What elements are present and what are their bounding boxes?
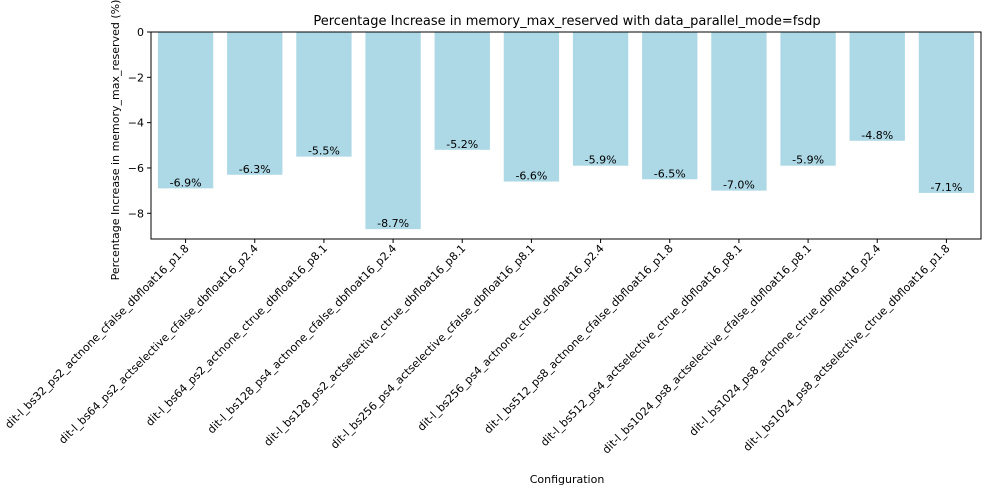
bar-9 [711,32,767,191]
data-label-7: -5.9% [585,154,617,167]
data-label-1: -6.9% [170,176,202,189]
x-axis-label: Configuration [530,473,605,486]
bar-11 [849,32,905,141]
bar-10 [780,32,836,166]
y-axis-label: Percentage Increase in memory_max_reserv… [109,0,122,280]
bar-2 [227,32,283,175]
bar-8 [642,32,698,180]
y-axis: 0 −2 −4 −6 −8 [128,26,151,220]
data-label-5: -5.2% [446,138,478,151]
plot-area-frame [150,31,982,240]
x-axis: dit-l_bs32_ps2_actnone_cfalse_dbfloat16_… [2,239,953,456]
bar-5 [434,32,490,150]
y-tick-label-2: −2 [128,71,144,84]
y-tick-label-5: −8 [128,207,144,220]
data-label-4: -8.7% [377,217,409,230]
bar-4 [365,32,421,230]
bars-group [157,32,975,230]
y-tick-label-4: −6 [128,162,144,175]
bar-1 [157,32,214,189]
data-label-6: -6.6% [515,170,547,183]
y-tick-label-3: −4 [128,117,144,130]
data-label-2: -6.3% [239,163,271,176]
bar-12 [918,32,975,193]
data-label-3: -5.5% [308,145,340,158]
bar-3 [296,32,352,157]
bar-6 [503,32,560,182]
bar-7 [572,32,629,166]
chart-title: Percentage Increase in memory_max_reserv… [313,14,820,29]
y-tick-label-1: 0 [137,26,144,39]
data-label-11: -4.8% [861,129,893,142]
data-label-12: -7.1% [930,181,962,194]
data-label-10: -5.9% [792,154,824,167]
data-label-9: -7.0% [723,179,755,192]
data-labels-group: -6.9% -6.3% -5.5% -8.7% -5.2% -6.6% -5.9% -6.5%… [170,129,963,230]
data-label-8: -6.5% [654,167,686,180]
